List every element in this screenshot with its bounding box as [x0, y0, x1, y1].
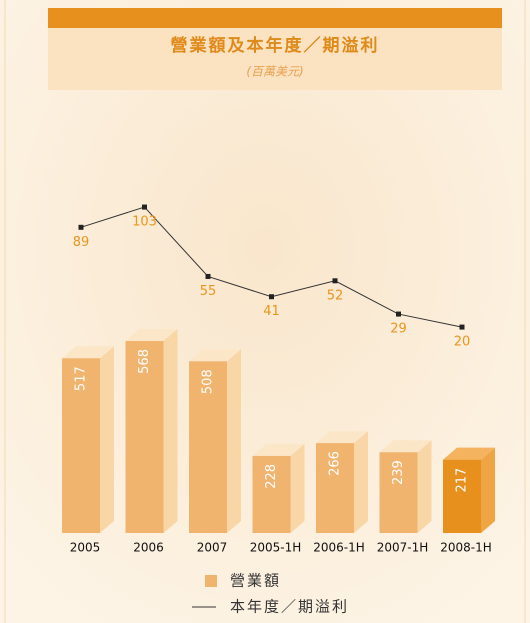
- line-value-label: 89: [73, 235, 90, 250]
- x-tick-label: 2005: [70, 541, 101, 555]
- bar-side: [481, 448, 495, 533]
- x-tick-label: 2006: [133, 541, 164, 555]
- bar-value-label: 517: [74, 366, 89, 391]
- line-marker: [206, 274, 211, 279]
- line-value-label: 20: [454, 335, 471, 350]
- bar-value-label: 508: [201, 369, 216, 394]
- x-tick-label: 2006-1H: [313, 541, 365, 555]
- chart-title: 營業額及本年度／期溢利: [171, 35, 380, 56]
- line-marker: [269, 294, 274, 299]
- line-value-label: 29: [390, 322, 407, 337]
- title-bar: [48, 8, 502, 28]
- chart: 營業額及本年度／期溢利 (百萬美元) 517 568 508 228 266 239 217…: [0, 0, 530, 623]
- line-value-label: 41: [263, 304, 280, 319]
- line-value-label: 52: [327, 288, 344, 303]
- line-value-label: 55: [200, 284, 217, 299]
- bar-value-label: 217: [455, 468, 470, 493]
- bar-value-label: 239: [391, 460, 406, 485]
- bar-value-label: 228: [264, 464, 279, 489]
- x-tick-label: 2008-1H: [440, 541, 492, 555]
- bar-side: [418, 440, 432, 533]
- legend-label: 本年度／期溢利: [230, 598, 349, 616]
- bar-value-label: 568: [137, 349, 152, 374]
- line-marker: [460, 325, 465, 330]
- x-tick-label: 2007: [197, 541, 228, 555]
- bar-side: [291, 444, 305, 533]
- bar-side: [354, 431, 368, 533]
- bar-side: [100, 346, 114, 533]
- legend-swatch: [205, 575, 217, 587]
- x-tick-label: 2007-1H: [377, 541, 429, 555]
- line-value-label: 103: [132, 215, 157, 230]
- legend-label: 營業額: [230, 572, 281, 590]
- bar-value-label: 266: [328, 451, 343, 476]
- x-tick-label: 2005-1H: [250, 541, 302, 555]
- line-marker: [333, 278, 338, 283]
- chart-subtitle: (百萬美元): [246, 65, 303, 79]
- line-marker: [142, 205, 147, 210]
- line-marker: [79, 225, 84, 230]
- bar-side: [164, 329, 178, 533]
- line-marker: [396, 312, 401, 317]
- bar-side: [227, 349, 241, 533]
